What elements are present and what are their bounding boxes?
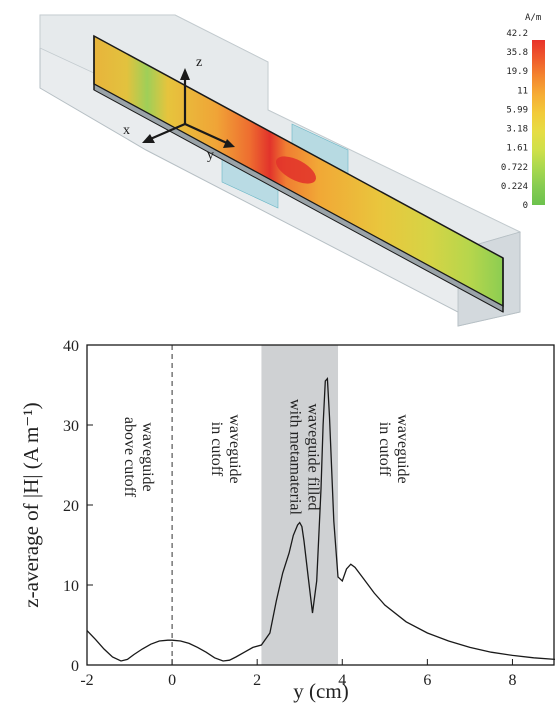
colorbar-labels: 42.2 35.8 19.9 11 5.99 3.18 1.61 0.722 0.224 0 <box>501 29 528 211</box>
axis-label-y: y <box>207 148 214 163</box>
colorbar-tick-label: 0 <box>523 201 528 211</box>
axis-label-x: x <box>123 123 130 138</box>
y-axis-ticks: 0 10 20 30 40 <box>63 338 93 675</box>
colorbar-tick-label: 1.61 <box>506 144 528 154</box>
colorbar-tick-label: 35.8 <box>506 48 528 58</box>
region-annotation: waveguide filledwith metamaterial <box>287 399 322 516</box>
colorbar-tick-label: 0.224 <box>501 182 528 192</box>
x-tick-label: 0 <box>168 672 176 689</box>
colorbar-tick-label: 0.722 <box>501 163 528 173</box>
colorbar: A/m 42.2 35.8 19.9 11 5.99 3.18 1.61 0.722 0.224… <box>501 13 545 211</box>
region-annotation: waveguidein cutoff <box>208 414 243 483</box>
x-tick-label: 6 <box>423 672 431 689</box>
region-annotation: waveguidein cutoff <box>376 414 411 483</box>
region-annotation-line: in cutoff <box>376 422 393 477</box>
y-tick-label: 40 <box>63 338 79 355</box>
field-hotspot <box>276 156 316 184</box>
colorbar-tick-label: 5.99 <box>506 105 528 115</box>
region-annotation-line: above cutoff <box>121 417 138 498</box>
x-tick-label: 8 <box>508 672 516 689</box>
y-tick-label: 10 <box>63 578 79 595</box>
x-axis-label: y (cm) <box>293 679 348 703</box>
y-tick-label: 20 <box>63 498 79 515</box>
colorbar-tick-label: 3.18 <box>506 125 528 135</box>
waveguide-illustration: z x y <box>39 14 522 327</box>
x-tick-label: -2 <box>80 672 93 689</box>
x-tick-label: 2 <box>253 672 261 689</box>
region-annotation-line: waveguide <box>394 414 411 483</box>
y-axis-label: z-average of |H| (A m⁻¹) <box>19 402 43 607</box>
region-annotation-line: in cutoff <box>208 422 225 477</box>
y-tick-label: 0 <box>71 658 79 675</box>
colorbar-tick-label: 19.9 <box>506 67 528 77</box>
colorbar-tick-label: 11 <box>517 86 528 96</box>
region-annotation-line: waveguide <box>139 422 156 491</box>
colorbar-unit: A/m <box>525 13 541 23</box>
axis-label-z: z <box>196 55 202 70</box>
region-annotations: waveguideabove cutoff waveguidein cutoff w… <box>121 399 411 516</box>
region-annotation: waveguideabove cutoff <box>121 417 156 498</box>
x-axis-ticks: -2 0 2 4 6 8 <box>80 659 516 689</box>
x-tick-label: 4 <box>338 672 346 689</box>
colorbar-gradient <box>532 40 545 205</box>
colorbar-tick-label: 42.2 <box>506 29 528 39</box>
region-annotation-line: with metamaterial <box>287 399 304 516</box>
region-annotation-line: waveguide <box>226 414 243 483</box>
coordinate-axes <box>142 68 235 148</box>
y-tick-label: 30 <box>63 418 79 435</box>
series-line <box>86 376 555 662</box>
region-annotation-line: waveguide filled <box>305 403 322 510</box>
line-chart: waveguideabove cutoff waveguidein cutoff w… <box>19 338 555 703</box>
